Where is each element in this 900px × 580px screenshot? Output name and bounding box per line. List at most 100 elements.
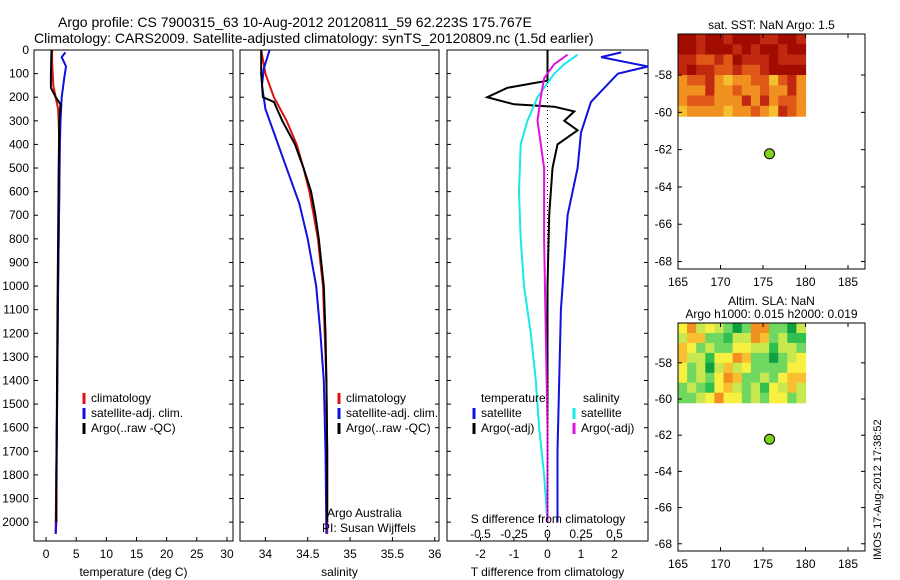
sst-map-cell: [732, 54, 743, 66]
sst-map-field: [678, 34, 807, 117]
figure-title-line2: Climatology: CARS2009. Satellite-adjuste…: [34, 30, 594, 46]
sst-map-cell: [678, 34, 688, 45]
sla-map-cell: [705, 362, 715, 374]
sla-map-cell: [705, 333, 715, 344]
sla-map-cell: [769, 362, 779, 374]
sla-map-cell: [687, 362, 697, 374]
sst-map-cell: [714, 75, 725, 86]
sla-map-cell: [705, 323, 715, 334]
depth-tick-label: 1300: [2, 350, 29, 364]
sst-map-cell: [741, 95, 752, 107]
sst-map-cell: [705, 34, 715, 45]
sst-map-cell: [796, 85, 807, 97]
sst-map-cell: [750, 44, 761, 56]
depth-tick-label: 1900: [2, 492, 29, 506]
sla-map-cell: [760, 352, 770, 364]
sla-map-cell: [732, 323, 743, 334]
sla-map-field: [678, 323, 807, 404]
sst-map-cell: [678, 44, 688, 56]
sla-map-cell: [760, 382, 770, 394]
sst-map-cell: [696, 34, 706, 45]
sla-map-cell: [750, 352, 761, 364]
sst-map-cell: [760, 75, 770, 86]
sla-map-cell: [696, 392, 706, 404]
sla-map-cell: [778, 382, 788, 394]
sla-map-cell: [769, 372, 779, 384]
depth-tick-label: 700: [9, 208, 29, 222]
sst-map-cell: [796, 95, 807, 107]
sst-map-cell: [696, 64, 706, 76]
sst-map-ytick-label: -66: [655, 217, 673, 231]
sst-map-cell: [769, 54, 779, 66]
salinity-diff-tick-label: 0: [544, 527, 551, 541]
sla-map-cell: [769, 333, 779, 344]
sst-map-cell: [750, 75, 761, 86]
sla-map-cell: [723, 362, 734, 374]
sla-map-cell: [714, 352, 725, 364]
temperature-xtick-label: 20: [160, 547, 174, 561]
sla-map-cell: [678, 323, 688, 334]
sla-map-cell: [741, 352, 752, 364]
sst-map-xtick-label: 175: [753, 275, 773, 289]
sst-map-cell: [705, 95, 715, 107]
sst-map-cell: [696, 75, 706, 86]
sla-map-cell: [787, 323, 797, 334]
depth-tick-label: 1800: [2, 468, 29, 482]
sla-map-cell: [687, 372, 697, 384]
sst-map-cell: [750, 34, 761, 45]
annotation-argo-australia: Argo Australia: [327, 506, 402, 520]
sla-map-cell: [678, 372, 688, 384]
sla-map-cell: [741, 333, 752, 344]
sla-map-cell: [705, 352, 715, 364]
sst-map-cell: [778, 105, 788, 117]
salinity-diff-tick-label: 0.25: [569, 527, 593, 541]
sst-map-cell: [769, 95, 779, 107]
sst-map-cell: [678, 75, 688, 86]
depth-tick-label: 100: [9, 67, 29, 81]
sla-map-cell: [750, 323, 761, 334]
sst-map-cell: [732, 44, 743, 56]
sst-map-ytick-label: -58: [655, 68, 673, 82]
sla-map-cell: [687, 392, 697, 404]
salinity-xtick-label: 35.5: [381, 547, 405, 561]
sst-map-cell: [714, 85, 725, 97]
sst-map-cell: [750, 54, 761, 66]
sla-map-cell: [750, 372, 761, 384]
sla-map-cell: [678, 333, 688, 344]
sla-map-cell: [696, 372, 706, 384]
sst-map-cell: [687, 85, 697, 97]
sla-map-cell: [687, 333, 697, 344]
temperature-xtick-label: 15: [130, 547, 144, 561]
salinity-series-1-line: [260, 49, 328, 534]
sla-map-cell: [750, 362, 761, 374]
sla-map-cell: [760, 342, 770, 354]
sst-map-cell: [714, 95, 725, 107]
sst-map-cell: [678, 54, 688, 66]
sla-map-ytick-label: -68: [655, 537, 673, 551]
sla-map-ytick-label: -60: [655, 392, 673, 406]
sst-map-cell: [714, 44, 725, 56]
sla-map-cell: [714, 382, 725, 394]
sla-map-cell: [787, 352, 797, 364]
salinity-diff-tick-label: -0.25: [500, 527, 528, 541]
diff-legend-label: satellite: [581, 406, 622, 420]
sla-map-cell: [796, 392, 807, 404]
sst-map-cell: [760, 44, 770, 56]
sst-map-cell: [760, 85, 770, 97]
sst-map-cell: [714, 105, 725, 117]
difference-xtick-label: -2: [475, 547, 486, 561]
sla-map-cell: [741, 323, 752, 334]
sst-map-cell: [678, 64, 688, 76]
diff-legend-label: Argo(-adj): [581, 421, 634, 435]
temperature-legend-label: Argo(..raw -QC): [91, 421, 176, 435]
sst-map-cell: [787, 64, 797, 76]
sla-map-cell: [687, 323, 697, 334]
sla-map-cell: [750, 382, 761, 394]
sla-map-cell: [732, 382, 743, 394]
sla-map-cell: [760, 362, 770, 374]
depth-tick-label: 600: [9, 185, 29, 199]
sst-map-cell: [687, 105, 697, 117]
sst-map-cell: [741, 34, 752, 45]
difference-xlabel: T difference from climatology: [471, 565, 625, 579]
